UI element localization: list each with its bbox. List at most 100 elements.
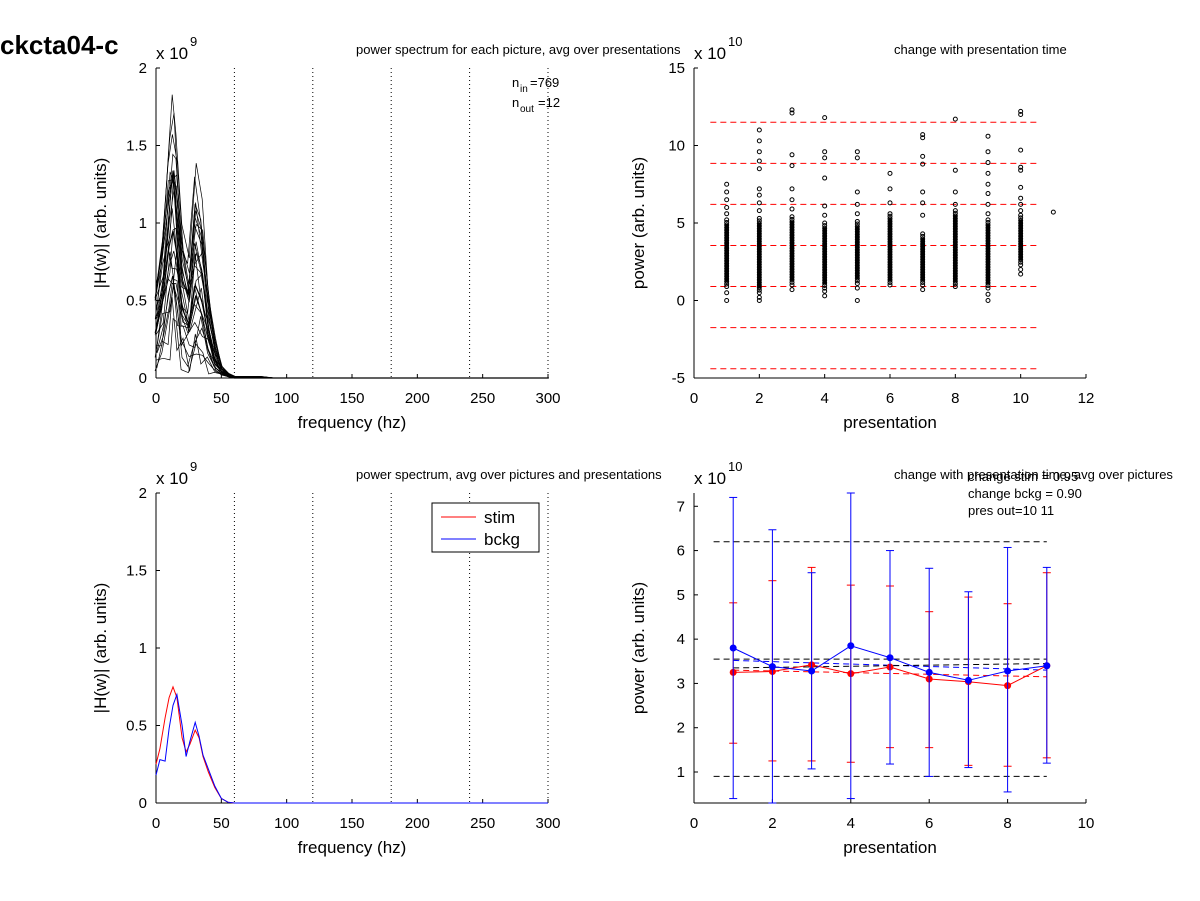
data-point — [985, 133, 991, 139]
data-point — [724, 284, 730, 290]
data-point — [724, 290, 730, 296]
y-multiplier-label: x 10 — [156, 44, 188, 63]
data-point — [1018, 208, 1024, 214]
data-point — [920, 282, 926, 288]
n-in-subscript: in — [520, 84, 528, 95]
legend-label-stim: stim — [484, 508, 515, 527]
data-point — [952, 189, 958, 195]
series-marker-bckg — [1004, 667, 1012, 675]
data-point — [854, 218, 860, 224]
data-point — [724, 219, 730, 225]
data-point — [1018, 262, 1024, 268]
data-point — [985, 220, 991, 226]
data-point — [854, 189, 860, 195]
x-tick-label: 0 — [152, 815, 160, 832]
data-point — [724, 205, 730, 210]
series-marker-bckg — [886, 654, 894, 662]
data-point — [1018, 215, 1024, 221]
data-point — [887, 279, 893, 285]
x-tick-label: 100 — [274, 390, 299, 407]
trend-line-dashed — [733, 663, 1047, 669]
data-point — [985, 211, 991, 217]
x-tick-label: 10 — [1012, 390, 1029, 407]
y-tick-label: 1.5 — [126, 563, 147, 580]
annotation-text: pres out=10 11 — [968, 503, 1054, 518]
chart-title: change with presentation time — [894, 42, 1067, 57]
x-tick-label: 10 — [1078, 815, 1095, 832]
data-point — [920, 279, 926, 285]
data-point — [1018, 147, 1024, 153]
y-tick-label: 0 — [139, 370, 147, 387]
data-point — [1018, 212, 1024, 218]
data-point — [724, 281, 730, 287]
data-point — [1018, 195, 1024, 201]
x-tick-label: 6 — [925, 815, 933, 832]
data-point — [1018, 271, 1024, 277]
data-point — [756, 294, 762, 300]
y-tick-label: 4 — [677, 631, 685, 648]
data-point — [822, 282, 828, 288]
data-point — [985, 191, 991, 197]
y-axis-label: power (arb. units) — [629, 582, 648, 714]
x-tick-label: 250 — [470, 390, 495, 407]
x-tick-label: 150 — [339, 390, 364, 407]
data-point — [1050, 209, 1056, 215]
data-point — [887, 170, 893, 176]
data-point — [920, 287, 926, 293]
trend-line-dashed — [733, 659, 1047, 671]
x-tick-label: 50 — [213, 815, 230, 832]
data-point — [952, 201, 958, 207]
series-marker-bckg — [847, 642, 855, 650]
y-tick-label: 1 — [677, 764, 685, 781]
data-point — [789, 279, 795, 285]
data-point — [822, 285, 828, 291]
x-tick-label: 0 — [690, 390, 698, 407]
spectrum-line — [155, 230, 548, 379]
series-marker-bckg — [808, 667, 816, 675]
data-point — [789, 206, 795, 212]
data-point — [789, 216, 795, 222]
data-point — [985, 291, 991, 297]
y-tick-label: 2 — [139, 485, 147, 502]
x-tick-label: 300 — [535, 815, 560, 832]
n-out-value: =12 — [538, 95, 560, 110]
data-point — [887, 282, 893, 288]
data-point — [789, 110, 795, 116]
data-point — [1018, 267, 1024, 272]
data-point — [952, 208, 958, 214]
data-point — [952, 210, 958, 216]
data-point — [854, 221, 860, 227]
data-point — [789, 197, 795, 203]
y-tick-label: 1 — [139, 640, 147, 657]
data-point — [854, 280, 860, 286]
x-tick-label: 250 — [470, 815, 495, 832]
data-point — [1018, 164, 1024, 170]
spectrum-line — [156, 94, 548, 379]
legend-box — [431, 502, 540, 553]
x-tick-label: 0 — [152, 390, 160, 407]
series-marker-bckg — [729, 644, 737, 652]
y-tick-label: 2 — [677, 720, 685, 737]
chart-bl: 0 50 100 150 200 250 300 0 0.5 1 1.5 2 frequency (hz… — [91, 459, 662, 857]
spectrum-line — [156, 283, 548, 379]
data-point — [887, 186, 893, 192]
y-axis-label: |H(w)| (arb. units) — [91, 583, 110, 714]
x-tick-label: 200 — [405, 815, 430, 832]
x-tick-label: 150 — [339, 815, 364, 832]
data-point — [952, 284, 958, 290]
data-point — [887, 213, 893, 219]
data-point — [952, 281, 958, 287]
data-point — [822, 115, 828, 121]
y-tick-label: 10 — [668, 138, 685, 155]
data-point — [1018, 167, 1024, 173]
chart-tl: 0 50 100 150 200 250 300 0 0.5 1 1.5 2 frequency (hz… — [91, 34, 681, 432]
y-tick-label: 3 — [677, 675, 685, 692]
y-axis-label: power (arb. units) — [629, 157, 648, 289]
series-marker-bckg — [768, 663, 776, 671]
data-point — [756, 127, 762, 133]
data-point — [724, 211, 730, 217]
data-point — [920, 233, 926, 239]
data-point — [822, 220, 828, 226]
y-exponent-label: 9 — [190, 34, 197, 49]
x-tick-label: 4 — [820, 390, 828, 407]
